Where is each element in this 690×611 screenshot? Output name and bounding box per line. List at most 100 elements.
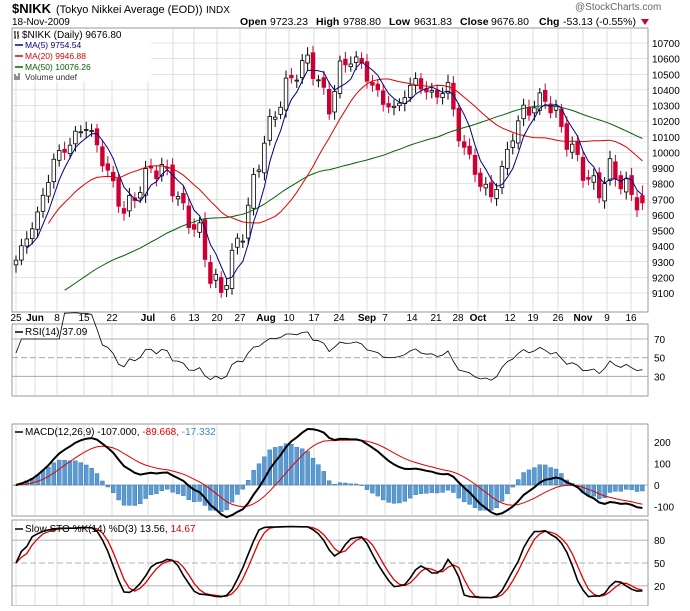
- candle-body: [591, 175, 596, 183]
- x-axis-label: Sep: [358, 313, 376, 324]
- candle-body: [127, 195, 132, 212]
- candle-body: [213, 273, 218, 281]
- ma20-line: [47, 78, 643, 224]
- candle-body: [505, 148, 510, 169]
- macd-histogram-bar: [413, 484, 418, 495]
- candle-body: [235, 237, 240, 248]
- price-tick-label: 10400: [652, 86, 680, 97]
- candle-body: [197, 222, 202, 233]
- rsi-tick-label: 70: [654, 335, 666, 346]
- candle-body: [100, 146, 105, 167]
- macd-histogram-bar: [240, 484, 246, 490]
- candle-body: [494, 188, 499, 199]
- chg-label: Chg: [539, 16, 559, 28]
- price-tick-label: 9200: [652, 273, 675, 284]
- candle-body: [170, 164, 175, 197]
- candle-body: [121, 208, 127, 214]
- macd-histogram-bar: [440, 484, 445, 493]
- candle-body: [46, 182, 51, 197]
- candle-body: [348, 63, 353, 67]
- price-tick-label: 10500: [652, 70, 680, 81]
- legend-ma20: MA(20) 9946.88: [25, 51, 86, 61]
- candle-body: [483, 183, 488, 189]
- macd-histogram-bar: [634, 484, 640, 492]
- ma50-line: [64, 105, 643, 291]
- price-tick-label: 10000: [652, 148, 680, 159]
- candle-body: [359, 57, 364, 64]
- down-arrow-icon: [641, 19, 649, 25]
- macd-histogram-bar: [143, 484, 148, 499]
- chart-name: (Tokyo Nikkei Average (EOD)): [56, 4, 203, 16]
- candle-body: [305, 54, 310, 64]
- macd-histogram-bar: [435, 484, 440, 494]
- candle-body: [510, 140, 515, 148]
- macd-title-hist: -17.332: [182, 427, 216, 438]
- sto-k-line: [15, 525, 643, 599]
- macd-histogram-bar: [451, 484, 456, 493]
- macd-histogram-bar: [499, 484, 505, 502]
- candle-body: [478, 172, 483, 187]
- macd-histogram-bar: [94, 473, 100, 486]
- candle-body: [262, 142, 267, 174]
- candle-body: [597, 172, 602, 199]
- legend-volume: Volume undef: [25, 72, 78, 82]
- candle-body: [289, 75, 294, 79]
- price-tick-label: 9700: [652, 195, 675, 206]
- macd-histogram-bar: [521, 472, 526, 486]
- macd-histogram-bar: [402, 484, 407, 502]
- candle-body: [629, 175, 634, 195]
- candle-body: [429, 90, 434, 93]
- macd-histogram-bar: [381, 484, 386, 501]
- candle-body: [451, 82, 456, 110]
- macd-tick-label: 100: [654, 460, 671, 471]
- rsi-tick-label: 50: [654, 354, 666, 365]
- macd-histogram-bar: [516, 479, 521, 486]
- candle-body: [218, 277, 224, 293]
- macd-histogram-bar: [494, 484, 499, 508]
- candle-body: [326, 89, 332, 115]
- macd-histogram-bar: [57, 459, 62, 486]
- candle-body: [40, 194, 46, 212]
- sto-d-line: [15, 525, 643, 599]
- candle-body: [24, 238, 29, 247]
- candle-body: [278, 106, 283, 115]
- macd-title-signal: -89.668,: [142, 427, 179, 438]
- ohlc-icon: [14, 31, 19, 39]
- macd-histogram-bar: [245, 480, 251, 486]
- macd-histogram-bar: [607, 484, 613, 493]
- low-value: 9631.83: [414, 16, 452, 28]
- candle-body: [51, 158, 56, 182]
- macd-histogram-bar: [273, 447, 278, 486]
- macd-histogram-bar: [40, 470, 46, 486]
- x-axis-label: 13: [188, 313, 200, 324]
- macd-histogram-bar: [478, 484, 483, 511]
- macd-histogram-bar: [462, 484, 467, 503]
- macd-histogram-bar: [78, 462, 84, 486]
- candle-body: [154, 170, 159, 180]
- macd-histogram-bar: [164, 484, 170, 490]
- x-axis-label: 25: [10, 313, 22, 324]
- macd-histogram-bar: [213, 484, 219, 511]
- candle-body: [516, 120, 521, 144]
- price-panel-frame: [11, 27, 649, 313]
- macd-histogram-bar: [73, 460, 78, 486]
- candle-body: [229, 249, 235, 289]
- rsi-title: RSI(14) 37.09: [25, 327, 88, 338]
- price-tick-label: 10600: [652, 55, 680, 66]
- high-label: High: [316, 16, 339, 28]
- macd-histogram-bar: [262, 456, 267, 486]
- chg-value: -53.13 (-0.55%): [563, 16, 636, 28]
- macd-histogram: [13, 443, 645, 512]
- macd-histogram-bar: [359, 484, 364, 486]
- candle-body: [94, 128, 100, 146]
- price-legend-box: [13, 29, 151, 81]
- macd-panel-frame: [11, 423, 649, 517]
- macd-histogram-bar: [456, 484, 461, 499]
- macd-histogram-bar: [418, 484, 424, 494]
- candle-body: [19, 245, 24, 261]
- price-tick-label: 9600: [652, 211, 675, 222]
- candle-body: [618, 175, 623, 190]
- macd-histogram-bar: [483, 484, 488, 511]
